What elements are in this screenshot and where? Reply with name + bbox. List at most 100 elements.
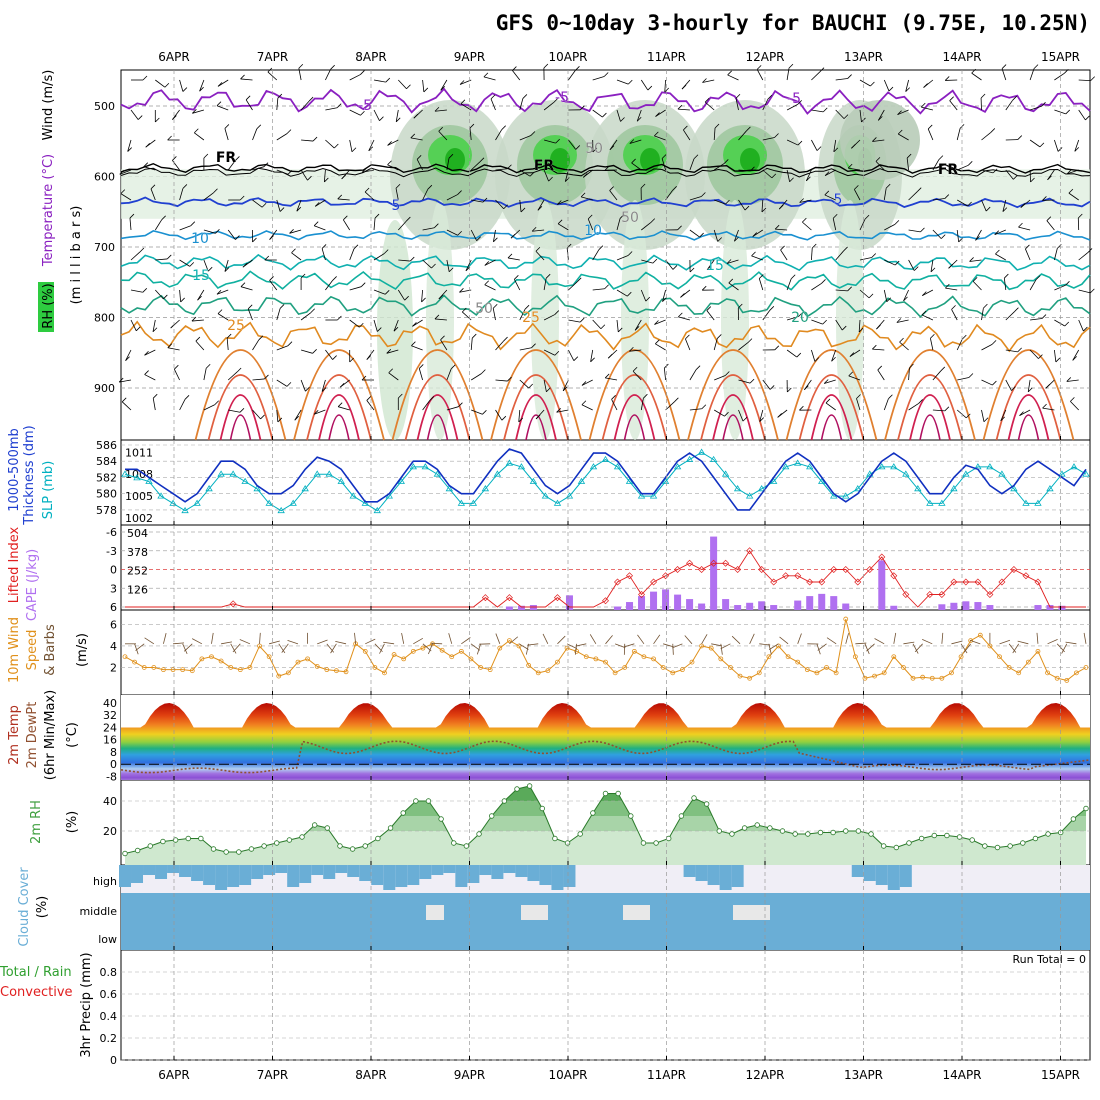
- rh-point: [653, 840, 659, 846]
- li-point: [698, 566, 706, 573]
- wind-barb: [470, 373, 482, 381]
- wind-barb-feather: [769, 385, 775, 390]
- li-point: [842, 566, 850, 573]
- wind-barb: [969, 259, 982, 262]
- wind-barb: [884, 224, 896, 231]
- wind-barb-feather: [590, 357, 595, 363]
- wind-barb: [135, 643, 145, 651]
- li-point: [505, 594, 513, 602]
- wind-barb: [738, 199, 746, 211]
- wind-barb-feather: [886, 297, 892, 303]
- wind-barb-feather: [798, 312, 803, 317]
- ylabel-slp: SLP (mb): [41, 461, 56, 520]
- wind-barb-feather: [899, 337, 904, 343]
- ylabel-temperature: Temperature (°C): [41, 154, 56, 267]
- wind-barb-feather: [501, 125, 506, 130]
- wind-barb: [614, 643, 626, 649]
- li-point: [770, 578, 778, 586]
- wind-barb: [1005, 169, 1014, 180]
- slp-tick: 1005: [125, 490, 153, 503]
- cape-tick: 378: [127, 546, 148, 559]
- wind-barb: [203, 259, 209, 272]
- wind-barb-feather: [520, 207, 526, 213]
- wind-barb: [632, 370, 642, 381]
- precip-tick: 0.6: [100, 988, 118, 1001]
- wind-speed-point: [372, 665, 378, 670]
- wind-barb: [379, 643, 385, 654]
- wind-barb: [981, 344, 993, 351]
- contour-label: 25: [227, 318, 245, 334]
- wind-speed-point: [132, 659, 138, 665]
- wind-barb-feather: [645, 296, 651, 302]
- wind-barb: [855, 642, 867, 645]
- wind-barb-feather: [661, 154, 667, 159]
- li-point: [650, 578, 658, 586]
- wind-barb-feather: [245, 95, 251, 101]
- cape-bar: [1034, 605, 1042, 610]
- wind-barb: [797, 633, 802, 644]
- wind-barb: [245, 99, 253, 111]
- wind-speed-point: [968, 638, 974, 643]
- wind-barb: [1054, 319, 1065, 327]
- rh-point: [931, 832, 937, 839]
- ylabel-minmax: (6hr Min/Max): [43, 690, 58, 780]
- wind-barb-feather: [343, 215, 348, 221]
- slp-point: [890, 463, 898, 470]
- wind-barb-feather: [858, 327, 864, 333]
- wind-barb: [877, 369, 885, 381]
- wind-barb-feather: [1030, 177, 1035, 183]
- wind-barb: [872, 139, 885, 142]
- slp-point: [854, 485, 862, 492]
- cape-bar: [662, 589, 670, 610]
- rh-point: [324, 825, 331, 831]
- wind-barb: [1002, 199, 1007, 212]
- wind-barb-feather: [127, 147, 132, 152]
- wind-speed-point: [295, 659, 301, 665]
- wind-barb: [1061, 643, 1068, 654]
- wind-barb: [217, 79, 229, 87]
- wind-barb-feather: [948, 264, 953, 269]
- cape-bar: [818, 593, 826, 610]
- cloud-high-bar: [467, 865, 480, 883]
- wind-barb-feather: [143, 162, 149, 167]
- wind-barb: [957, 164, 969, 171]
- wind-speed-point: [631, 648, 637, 654]
- wind-barb: [874, 638, 885, 645]
- wind-barb: [592, 319, 602, 330]
- wind-barb-feather: [324, 177, 329, 183]
- wind-barb-feather: [738, 303, 743, 309]
- wind-barb: [932, 409, 945, 412]
- temp-contour-20: [120, 294, 1091, 318]
- wind-barb: [325, 107, 338, 111]
- wind-barb-feather: [940, 234, 946, 239]
- cape-bar: [878, 560, 886, 610]
- li-point: [938, 591, 946, 598]
- wind-barb-feather: [377, 327, 382, 332]
- wind-barb: [239, 639, 251, 645]
- wind-barb: [714, 199, 726, 205]
- temp-warm-contour: [588, 349, 681, 441]
- wind-barb: [759, 409, 764, 422]
- temp-warm-contour: [810, 394, 853, 441]
- contour-label: 25: [522, 310, 540, 326]
- wind-barb: [677, 108, 690, 111]
- wind-speed-point: [795, 659, 801, 665]
- wind-barb: [276, 308, 281, 321]
- wind-barb: [701, 634, 708, 645]
- wind-barb-feather: [1072, 356, 1077, 361]
- cloud-gap: [623, 905, 650, 920]
- wind-barb-feather: [507, 376, 512, 382]
- wind-barb: [811, 248, 813, 261]
- wind-barb-feather: [226, 333, 232, 339]
- cape-bar: [505, 606, 513, 610]
- wind-barb: [956, 128, 961, 141]
- wind-barb-feather: [777, 413, 782, 418]
- wind-barb-feather: [799, 405, 804, 411]
- wind-barb: [898, 133, 909, 141]
- wind-barb-feather: [632, 366, 638, 372]
- wind-barb-feather: [224, 124, 230, 129]
- rh-point: [678, 813, 685, 819]
- wind-barb: [981, 132, 992, 141]
- wind-barb: [1070, 401, 1079, 411]
